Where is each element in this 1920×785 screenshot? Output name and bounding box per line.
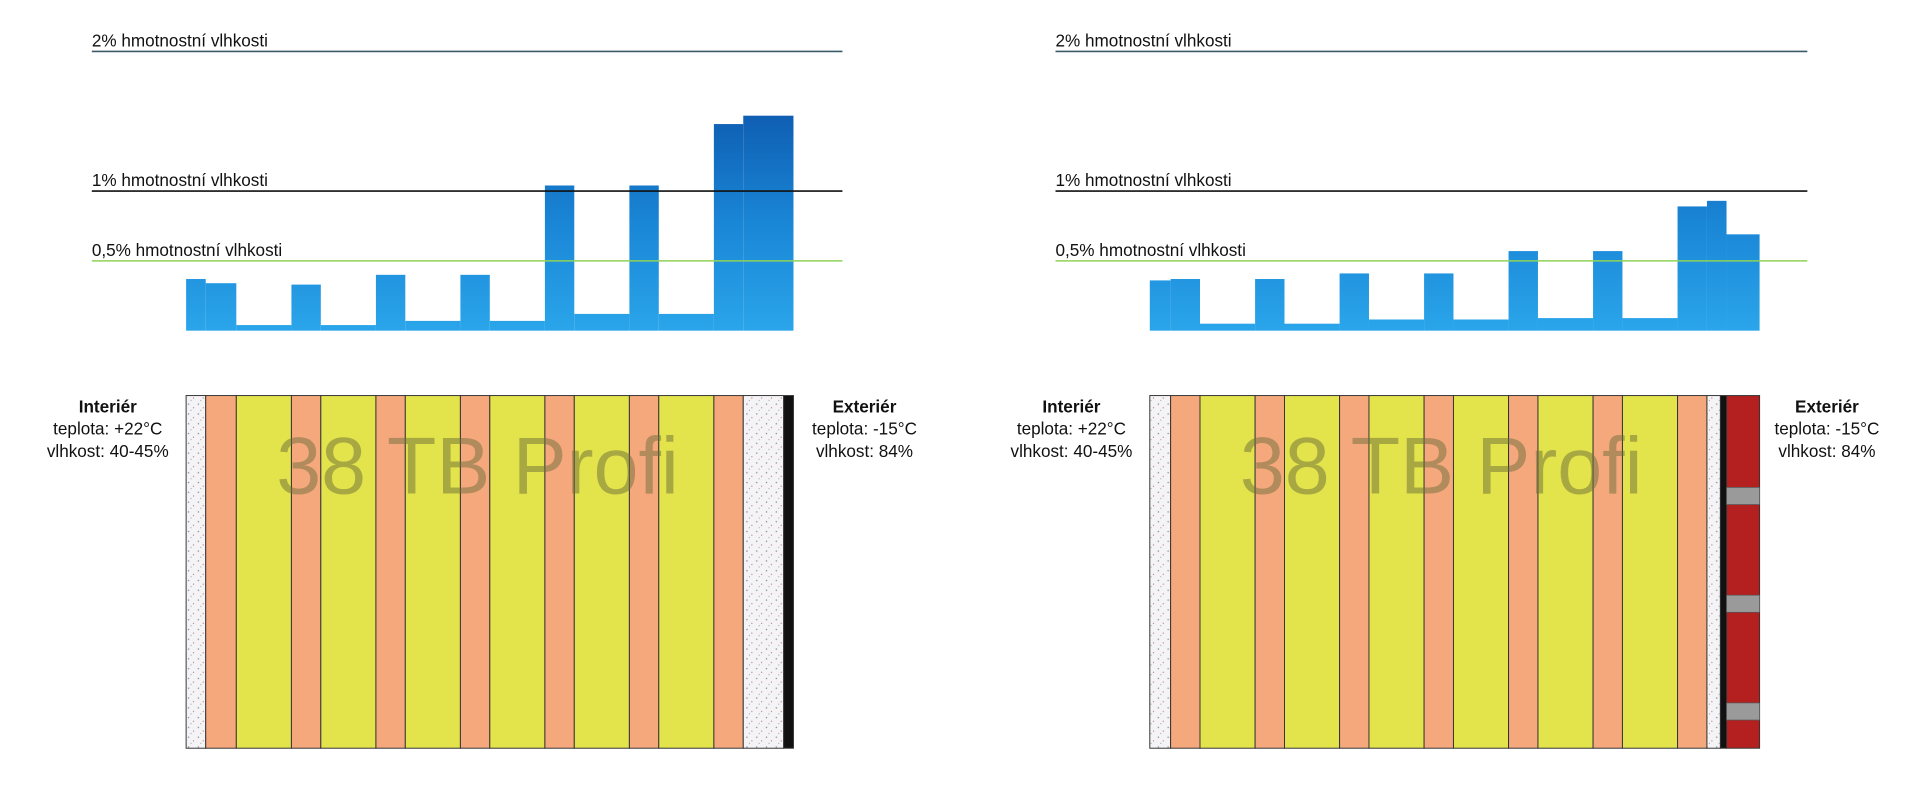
bar <box>1339 273 1369 331</box>
wall-layer <box>1719 395 1728 749</box>
wall-layer <box>1254 395 1285 749</box>
wall-layer <box>320 395 377 749</box>
bar <box>1537 318 1594 331</box>
bar <box>1170 279 1200 331</box>
bar <box>205 283 237 331</box>
mortar-joint <box>1726 594 1760 613</box>
wall-layer <box>1199 395 1256 749</box>
wall-layer <box>1677 395 1708 749</box>
wall-layer <box>1452 395 1510 749</box>
wall-layer <box>1170 395 1201 749</box>
wall-layer <box>205 395 237 749</box>
reference-label: 2% hmotnostní vlhkosti <box>1056 31 1232 51</box>
exterior-info: vlhkost: 84% <box>1778 441 1875 461</box>
bar <box>1677 206 1707 331</box>
bar <box>743 115 794 331</box>
wall-layer <box>783 395 794 749</box>
bar <box>544 185 575 331</box>
wall-layer <box>1592 395 1623 749</box>
bar <box>1200 323 1256 331</box>
exterior-title: Exteriér <box>833 397 897 417</box>
bar <box>320 325 376 331</box>
wall-layer <box>235 395 292 749</box>
bar <box>186 279 206 331</box>
wall-layer <box>658 395 715 749</box>
wall-layer <box>489 395 546 749</box>
interior-info: teplota: +22°C <box>1017 419 1126 439</box>
interior-info: vlhkost: 40-45% <box>47 441 169 461</box>
reference-label: 1% hmotnostní vlhkosti <box>92 170 268 190</box>
bar <box>1255 279 1285 331</box>
wall-layer <box>544 395 575 749</box>
wall-layer <box>742 395 785 749</box>
wall-layer <box>290 395 322 749</box>
exterior-info: teplota: -15°C <box>1774 419 1879 439</box>
bar <box>291 284 321 331</box>
bar <box>658 313 714 331</box>
wall-layer <box>1726 395 1761 749</box>
wall-layer <box>404 395 461 749</box>
mortar-joint <box>1726 702 1760 721</box>
reference-label: 1% hmotnostní vlhkosti <box>1056 170 1232 190</box>
wall-layer <box>1706 395 1721 749</box>
bar <box>1149 280 1171 331</box>
bar <box>713 124 744 331</box>
bar <box>1284 323 1340 331</box>
interior-title: Interiér <box>79 397 137 417</box>
watermark: 38 TB Profi <box>1240 422 1643 512</box>
wall-layer <box>185 395 207 749</box>
bar <box>629 185 659 331</box>
exterior-info: vlhkost: 84% <box>816 441 913 461</box>
wall-layer <box>713 395 744 749</box>
bar <box>1706 200 1727 331</box>
bar <box>1453 319 1509 331</box>
wall-layer <box>1423 395 1454 749</box>
interior-title: Interiér <box>1042 397 1100 417</box>
bar <box>405 320 461 331</box>
bar <box>460 274 490 331</box>
bar <box>1424 273 1454 331</box>
wall-layer <box>1284 395 1341 749</box>
bar <box>1508 251 1538 331</box>
exterior-title: Exteriér <box>1795 397 1859 417</box>
wall-layer <box>1149 395 1172 749</box>
bar <box>1726 234 1760 331</box>
bar <box>574 313 630 331</box>
interior-info: teplota: +22°C <box>53 419 162 439</box>
bar <box>1368 319 1425 331</box>
wall-layer <box>375 395 406 749</box>
wall-layer <box>628 395 660 749</box>
wall-layer <box>573 395 630 749</box>
bar <box>1622 318 1678 331</box>
bar <box>489 320 545 331</box>
exterior-info: teplota: -15°C <box>812 419 917 439</box>
reference-label: 2% hmotnostní vlhkosti <box>92 31 268 51</box>
reference-label: 0,5% hmotnostní vlhkosti <box>1056 240 1246 260</box>
watermark: 38 TB Profi <box>276 422 679 512</box>
reference-label: 0,5% hmotnostní vlhkosti <box>92 240 282 260</box>
bar <box>375 274 406 331</box>
bar <box>236 325 292 331</box>
interior-info: vlhkost: 40-45% <box>1011 441 1133 461</box>
wall-layer <box>459 395 491 749</box>
mortar-joint <box>1726 487 1760 505</box>
bar <box>1593 251 1623 331</box>
